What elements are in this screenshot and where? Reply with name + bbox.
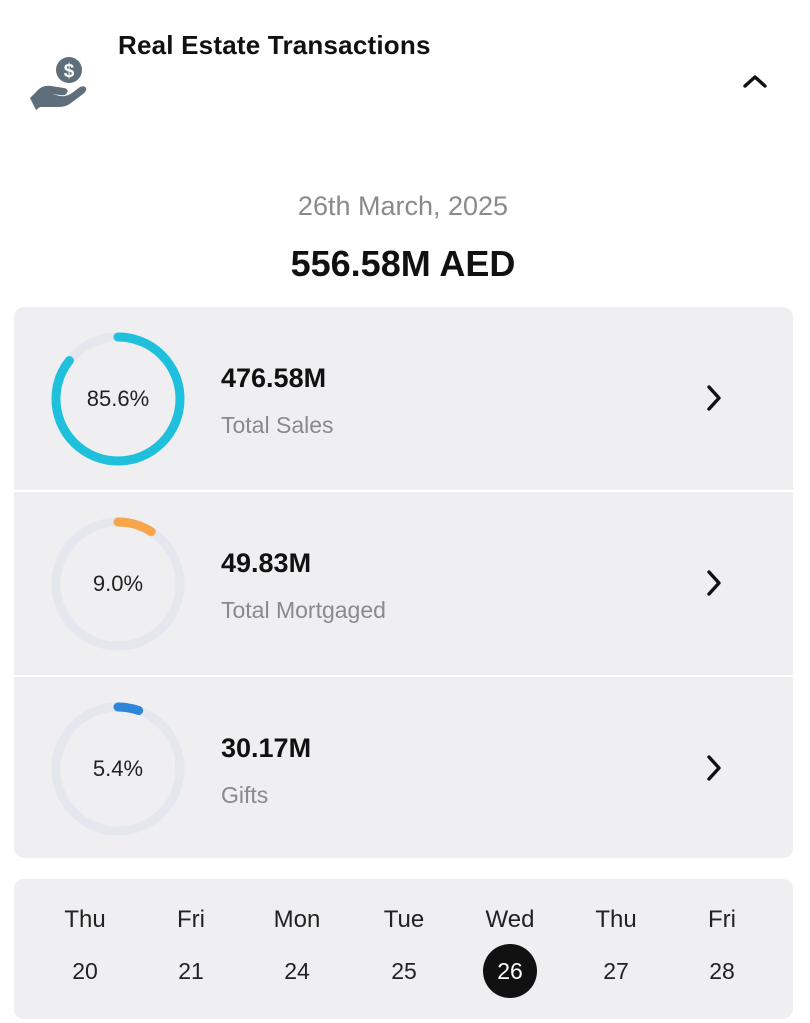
percentage-label: 5.4% [92,756,144,781]
day-thu-20[interactable]: Thu 20 [32,879,138,1019]
panel-title: Real Estate Transactions [118,30,431,60]
day-name: Fri [177,906,205,933]
day-number: 20 [72,957,98,984]
day-name: Tue [383,906,425,933]
chevron-up-icon [743,75,767,88]
ring-progress-arc [51,517,185,651]
chevron-right-icon[interactable] [700,568,728,598]
row-divider [14,675,793,677]
row-label: Total Mortgaged [221,597,386,623]
row-label: Gifts [221,782,269,808]
day-thu-27[interactable]: Thu 27 [563,879,669,1019]
ring-progress-arc [51,702,185,836]
day-number: 28 [709,957,735,984]
day-fri-28[interactable]: Fri 28 [669,879,775,1019]
collapse-button[interactable] [735,64,775,98]
day-name: Fri [708,906,736,933]
day-number: 24 [284,957,310,984]
row-divider [14,490,793,492]
hand-dollar-icon: $ [30,57,87,110]
row-label: Total Sales [221,412,334,438]
day-name: Thu [64,906,106,933]
date-strip: Thu 20 Fri 21 Mon 24 Tue 25 Wed 26 Thu 2… [14,879,793,1019]
percentage-ring [51,702,185,836]
breakdown-row-total-mortgaged[interactable]: 9.0% 49.83M Total Mortgaged [14,492,793,675]
percentage-label: 9.0% [92,571,144,596]
breakdown-row-total-sales[interactable]: 85.6% 476.58M Total Sales [14,307,793,490]
day-name: Thu [595,906,637,933]
summary-date: 26th March, 2025 [297,191,509,221]
day-mon-24[interactable]: Mon 24 [244,879,350,1019]
chevron-right-icon[interactable] [700,753,728,783]
day-number: 27 [603,957,629,984]
day-number: 21 [178,957,204,984]
row-value: 476.58M [221,363,327,393]
breakdown-row-gifts[interactable]: 5.4% 30.17M Gifts [14,677,793,858]
day-number: 25 [391,957,417,984]
day-name: Wed [485,906,535,933]
day-name: Mon [273,906,321,933]
breakdown-card: 85.6% 476.58M Total Sales 9.0% 49.83M To… [14,307,793,858]
row-value: 30.17M [221,733,312,763]
percentage-label: 85.6% [86,386,150,411]
row-value: 49.83M [221,548,312,578]
selected-day-number: 26 [483,944,537,998]
day-fri-21[interactable]: Fri 21 [138,879,244,1019]
day-tue-25[interactable]: Tue 25 [351,879,457,1019]
percentage-ring [51,517,185,651]
svg-text:$: $ [64,61,75,82]
ring-progress-arc [51,332,185,466]
summary-total: 556.58M AED [290,243,516,284]
panel-header[interactable]: $ Real Estate Transactions [0,0,810,130]
day-wed-26[interactable]: Wed 26 [457,879,563,1019]
chevron-right-icon[interactable] [700,383,728,413]
percentage-ring [51,332,185,466]
